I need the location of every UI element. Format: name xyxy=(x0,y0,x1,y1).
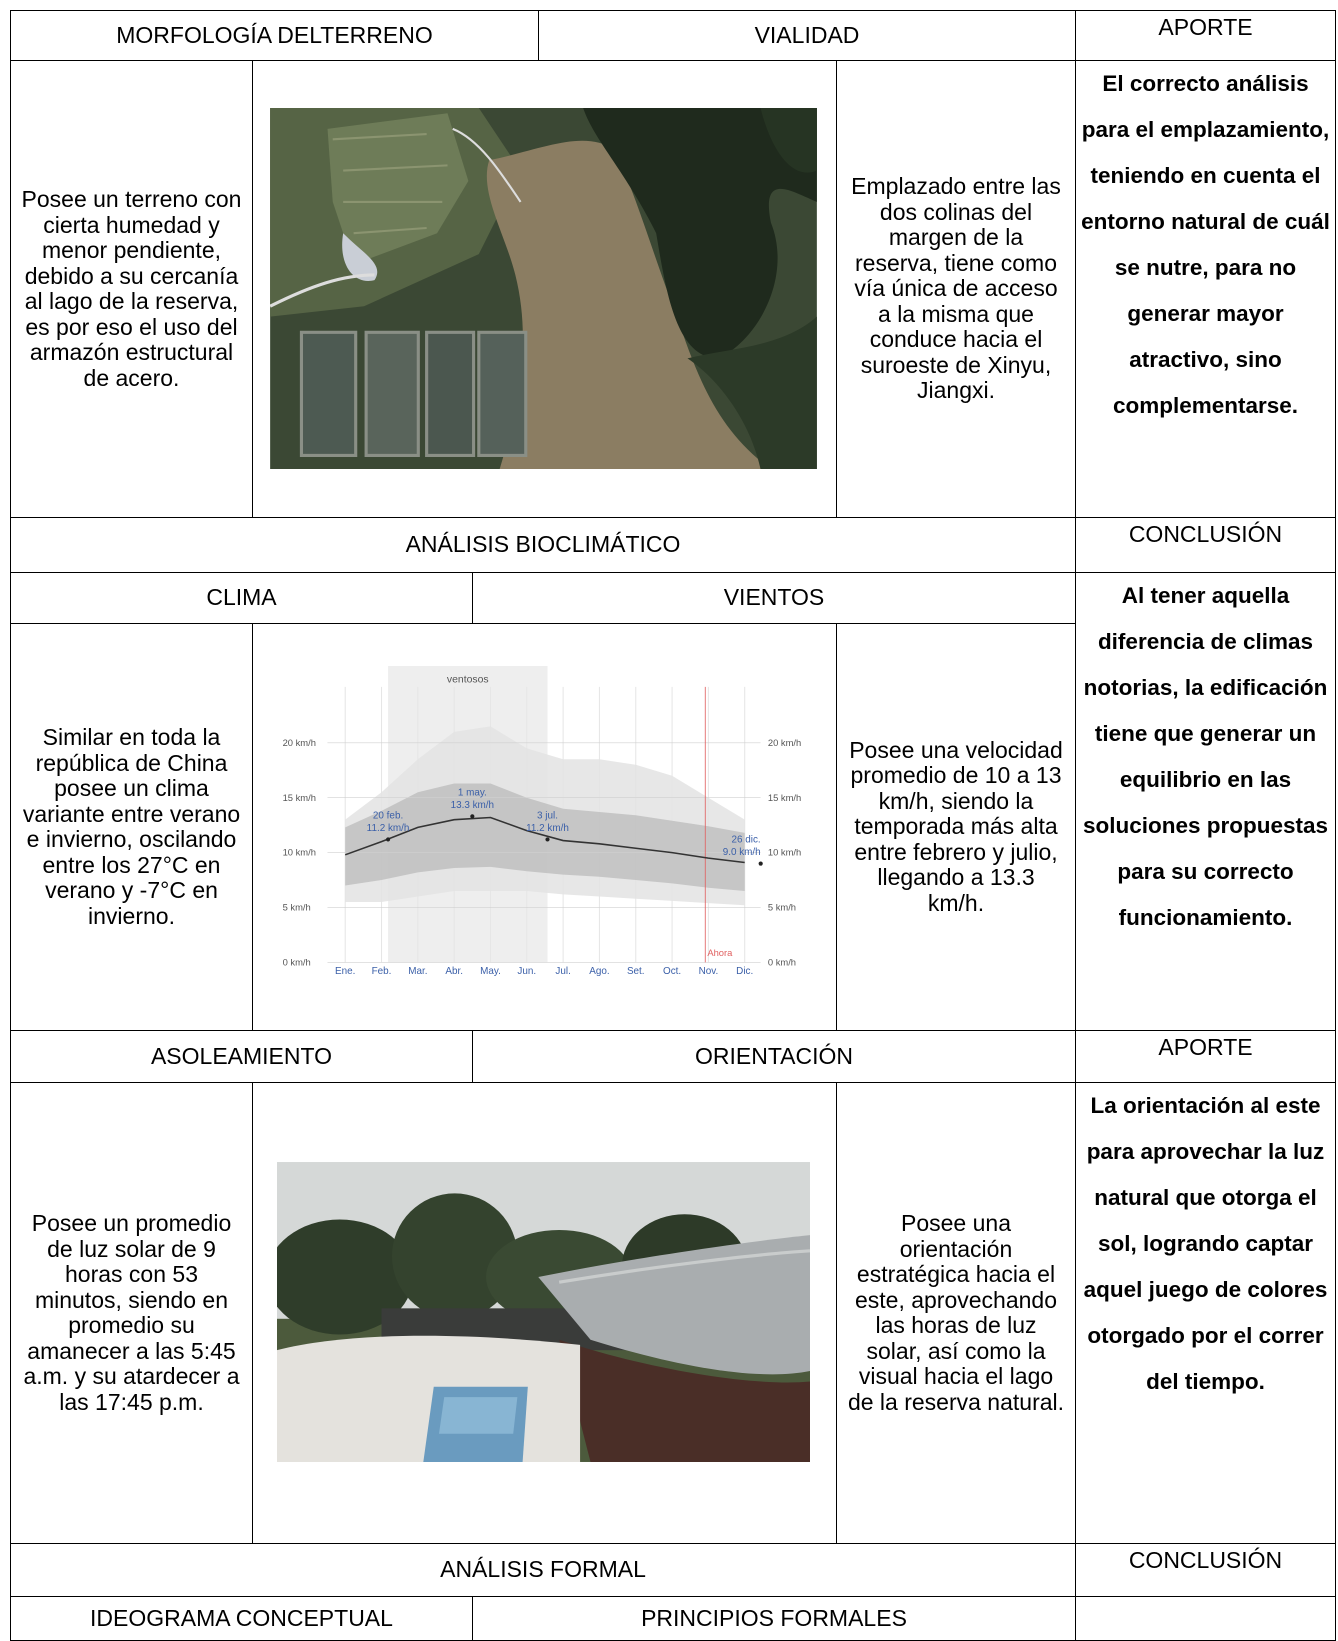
cell-text: Similar en toda la república de China po… xyxy=(22,724,241,929)
cell-title: APORTE xyxy=(1158,1034,1253,1060)
cell-title: ASOLEAMIENTO xyxy=(150,1042,333,1069)
y-tick-label: 5 km/h xyxy=(768,902,796,913)
x-tick-label: Nov. xyxy=(699,966,719,977)
x-tick-label: Abr. xyxy=(445,966,463,977)
cell-title: VIALIDAD xyxy=(754,21,860,48)
x-tick-label: Jul. xyxy=(555,966,570,977)
header-cell: ORIENTACIÓN xyxy=(472,1030,1076,1083)
text-cell: Posee un promedio de luz solar de 9 hora… xyxy=(10,1082,253,1544)
x-tick-label: Oct. xyxy=(663,966,681,977)
header-cell: VIALIDAD xyxy=(538,10,1076,61)
cell-text: El correcto análisis para el emplazamien… xyxy=(1081,71,1330,418)
text-cell: Emplazado entre las dos colinas del marg… xyxy=(836,60,1076,518)
x-tick-label: Dic. xyxy=(736,966,753,977)
header-cell: APORTE xyxy=(1075,1030,1336,1083)
annotation-value: 11.2 km/h xyxy=(526,823,569,834)
x-tick-label: Jun. xyxy=(517,966,536,977)
header-cell: CONCLUSIÓN xyxy=(1075,517,1336,573)
y-tick-label: 20 km/h xyxy=(283,737,316,748)
cell-text: Al tener aquella diferencia de climas no… xyxy=(1082,583,1329,930)
cell-text: Posee un promedio de luz solar de 9 hora… xyxy=(23,1210,240,1415)
cell-text: Emplazado entre las dos colinas del marg… xyxy=(851,173,1061,404)
annotation-value: 13.3 km/h xyxy=(451,800,495,811)
header-cell: APORTE xyxy=(1075,10,1336,61)
text-cell: Posee una orientación estratégica hacia … xyxy=(836,1082,1076,1544)
text-cell: Posee un terreno con cierta humedad y me… xyxy=(10,60,253,518)
y-tick-label: 10 km/h xyxy=(283,847,316,858)
cell-title: CONCLUSIÓN xyxy=(1128,521,1283,547)
text-cell: Posee una velocidad promedio de 10 a 13 … xyxy=(836,623,1076,1031)
x-tick-label: Mar. xyxy=(408,966,427,977)
annotation-dot xyxy=(758,861,763,866)
cell-title: ANÁLISIS FORMAL xyxy=(440,1556,646,1583)
building-photo xyxy=(277,1162,810,1462)
annotation-date: 3 jul. xyxy=(537,811,558,822)
y-tick-label: 0 km/h xyxy=(283,957,311,968)
cell-title: APORTE xyxy=(1158,14,1253,40)
wind-chart: ventosos 0 km/h 0 km/h 5 km/h 5 km/h 10 km/h 1… xyxy=(277,666,810,977)
now-label: Ahora xyxy=(707,947,733,958)
header-cell: CLIMA xyxy=(10,572,473,624)
header-cell: VIENTOS xyxy=(472,572,1076,624)
text-cell: Similar en toda la república de China po… xyxy=(10,623,253,1031)
x-tick-label: Set. xyxy=(627,966,645,977)
band-label: ventosos xyxy=(447,675,489,686)
y-tick-label: 15 km/h xyxy=(283,792,316,803)
x-tick-label: May. xyxy=(480,966,501,977)
annotation-value: 9.0 km/h xyxy=(723,847,761,858)
annotation-dot xyxy=(545,837,550,842)
cell-text: Posee una orientación estratégica hacia … xyxy=(847,1210,1065,1415)
y-tick-label: 15 km/h xyxy=(768,792,801,803)
x-tick-label: Ene. xyxy=(335,966,355,977)
y-tick-label: 10 km/h xyxy=(768,847,801,858)
mean-line xyxy=(344,816,745,864)
y-tick-label: 5 km/h xyxy=(283,902,311,913)
empty-cell xyxy=(1075,1596,1336,1641)
aerial-photo xyxy=(270,108,817,469)
annotation-dot xyxy=(385,837,391,842)
cell-title: MORFOLOGÍA DELTERRENO xyxy=(116,21,433,48)
text-cell: La orientación al este para aprovechar l… xyxy=(1075,1082,1336,1544)
x-tick-label: Ago. xyxy=(589,966,609,977)
header-cell: ANÁLISIS FORMAL xyxy=(10,1543,1076,1597)
header-cell: CONCLUSIÓN xyxy=(1075,1543,1336,1597)
annotation-dot xyxy=(470,814,475,819)
y-tick-label: 20 km/h xyxy=(768,737,801,748)
wind-band xyxy=(345,783,745,892)
cell-text: Posee una velocidad promedio de 10 a 13 … xyxy=(849,736,1063,916)
cell-title: VIENTOS xyxy=(723,584,825,611)
y-tick-label: 0 km/h xyxy=(768,957,796,968)
annotation-date: 1 may. xyxy=(458,788,487,799)
x-tick-label: Feb. xyxy=(372,966,392,977)
annotation-date: 26 dic. xyxy=(732,835,761,846)
header-cell: PRINCIPIOS FORMALES xyxy=(472,1596,1076,1641)
annotation-date: 20 feb. xyxy=(373,811,403,822)
header-cell: IDEOGRAMA CONCEPTUAL xyxy=(10,1596,473,1641)
annotation-value: 11.2 km/h xyxy=(367,823,410,834)
cell-text: Posee un terreno con cierta humedad y me… xyxy=(21,186,242,391)
cell-title: IDEOGRAMA CONCEPTUAL xyxy=(90,1604,393,1631)
cell-title: CLIMA xyxy=(206,584,277,611)
header-cell: MORFOLOGÍA DELTERRENO xyxy=(10,10,539,61)
cell-title: ANÁLISIS BIOCLIMÁTICO xyxy=(405,531,681,558)
cell-text: La orientación al este para aprovechar l… xyxy=(1083,1093,1328,1394)
cell-title: CONCLUSIÓN xyxy=(1128,1547,1283,1573)
cell-title: ORIENTACIÓN xyxy=(694,1042,854,1069)
cell-title: PRINCIPIOS FORMALES xyxy=(641,1604,907,1631)
header-cell: ANÁLISIS BIOCLIMÁTICO xyxy=(10,517,1076,573)
text-cell: Al tener aquella diferencia de climas no… xyxy=(1075,572,1336,1031)
header-cell: ASOLEAMIENTO xyxy=(10,1030,473,1083)
text-cell: El correcto análisis para el emplazamien… xyxy=(1075,60,1336,518)
